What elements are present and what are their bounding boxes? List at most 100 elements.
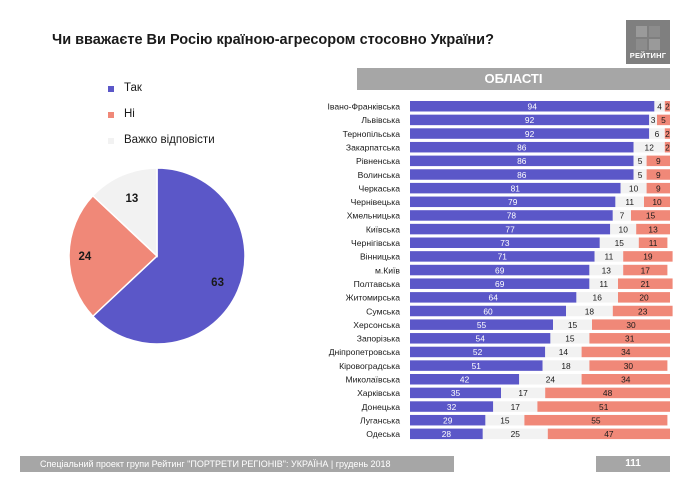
bar-no (623, 264, 668, 276)
bar-yes (410, 237, 600, 248)
bar-yes (410, 128, 650, 139)
bar-no-value: 9 (656, 156, 661, 166)
bar-no (589, 360, 668, 371)
bar-yes (410, 182, 621, 194)
region-label: Луганська (360, 415, 400, 425)
page-number: 111 (596, 456, 670, 472)
bar-no-value: 9 (656, 170, 661, 180)
bar-yes (410, 196, 616, 208)
bar-no (657, 114, 670, 126)
bar-hard-value: 15 (568, 320, 578, 330)
bar-no (636, 223, 670, 235)
bar-yes (410, 101, 655, 112)
pie-slice-yes (91, 167, 246, 345)
bar-hard-value: 7 (620, 211, 625, 221)
bar-yes-value: 81 (511, 183, 521, 193)
bar-yes (410, 155, 634, 167)
region-label: Рівненська (356, 156, 400, 166)
bar-hard (620, 182, 647, 194)
bar-hard (589, 264, 624, 276)
bar-hard (649, 114, 657, 126)
legend-swatch-no (108, 112, 114, 118)
bar-no-value: 31 (625, 334, 635, 344)
bar-yes-value: 69 (495, 265, 505, 275)
region-label: Черкаська (358, 183, 400, 193)
bar-yes-value: 69 (495, 279, 505, 289)
region-label: Донецька (362, 402, 401, 412)
bar-hard-value: 15 (500, 415, 510, 425)
bar-hard-value: 10 (629, 183, 639, 193)
bar-hard-value: 15 (615, 238, 625, 248)
bar-no-value: 5 (661, 115, 666, 125)
pie-slice-no (68, 194, 159, 318)
region-label: Одеська (366, 429, 400, 439)
bar-hard (576, 292, 618, 303)
bar-no-value: 30 (624, 361, 634, 371)
bar-yes-value: 86 (517, 170, 527, 180)
bar-yes (410, 305, 566, 317)
pie-label-hard: 13 (125, 193, 138, 205)
legend-label-yes: Так (124, 82, 142, 94)
bar-yes-value: 73 (500, 238, 510, 248)
bar-hard (649, 128, 665, 139)
bar-yes (410, 387, 501, 399)
legend-swatch-hard (108, 138, 114, 144)
bar-no (664, 128, 670, 139)
bar-no-value: 48 (603, 388, 613, 398)
bar-yes-value: 35 (451, 388, 461, 398)
bar-yes (410, 414, 486, 426)
region-label: Чернігівська (351, 238, 400, 248)
bar-hard (610, 223, 637, 235)
bar-no-value: 2 (665, 129, 670, 139)
bar-yes-value: 86 (517, 142, 527, 152)
bar-hard (553, 319, 592, 330)
bar-yes-value: 92 (525, 115, 535, 125)
bar-hard (566, 305, 613, 317)
bar-yes (410, 292, 577, 303)
bar-no-value: 21 (641, 279, 651, 289)
bar-hard (594, 251, 624, 262)
bar-no (638, 237, 668, 248)
logo-squares-icon (636, 26, 660, 50)
region-label: Миколаївська (345, 375, 400, 385)
chart-title: Чи вважаєте Ви Росію країною-агресором с… (52, 32, 494, 48)
bar-yes (410, 251, 595, 262)
bar-no (537, 401, 670, 412)
bar-yes-value: 52 (473, 347, 483, 357)
bar-hard (542, 360, 590, 371)
region-label: Запорізька (357, 334, 400, 344)
bar-hard-value: 14 (559, 347, 569, 357)
bar-yes (410, 114, 650, 126)
bar-no-value: 10 (652, 197, 662, 207)
bar-no-value: 47 (604, 429, 614, 439)
bar-hard (501, 387, 546, 399)
bar-no (618, 292, 670, 303)
bar-hard-value: 18 (585, 306, 595, 316)
bar-no (612, 305, 673, 317)
bar-hard (633, 169, 647, 180)
bar-hard-value: 5 (638, 170, 643, 180)
bar-no (623, 251, 673, 262)
bar-no (646, 155, 670, 167)
bar-yes-value: 32 (447, 402, 457, 412)
bar-no-value: 20 (639, 293, 649, 303)
bar-yes (410, 278, 590, 289)
bar-no (592, 319, 670, 330)
bar-hard (654, 101, 665, 112)
region-label: м.Київ (375, 265, 400, 275)
bar-hard (545, 346, 582, 358)
bar-hard-value: 10 (619, 224, 629, 234)
region-label: Київська (366, 224, 400, 234)
bar-hard (615, 196, 644, 208)
bar-yes (410, 141, 634, 153)
region-label: Херсонська (353, 320, 400, 330)
bar-hard (482, 428, 548, 440)
bar-yes-value: 28 (442, 429, 452, 439)
bar-no (581, 346, 670, 358)
bar-yes-value: 77 (505, 224, 515, 234)
bar-yes-value: 54 (476, 334, 486, 344)
bar-hard-value: 5 (638, 156, 643, 166)
bar-yes (410, 346, 546, 358)
rating-logo: РЕЙТИНГ (626, 20, 670, 64)
